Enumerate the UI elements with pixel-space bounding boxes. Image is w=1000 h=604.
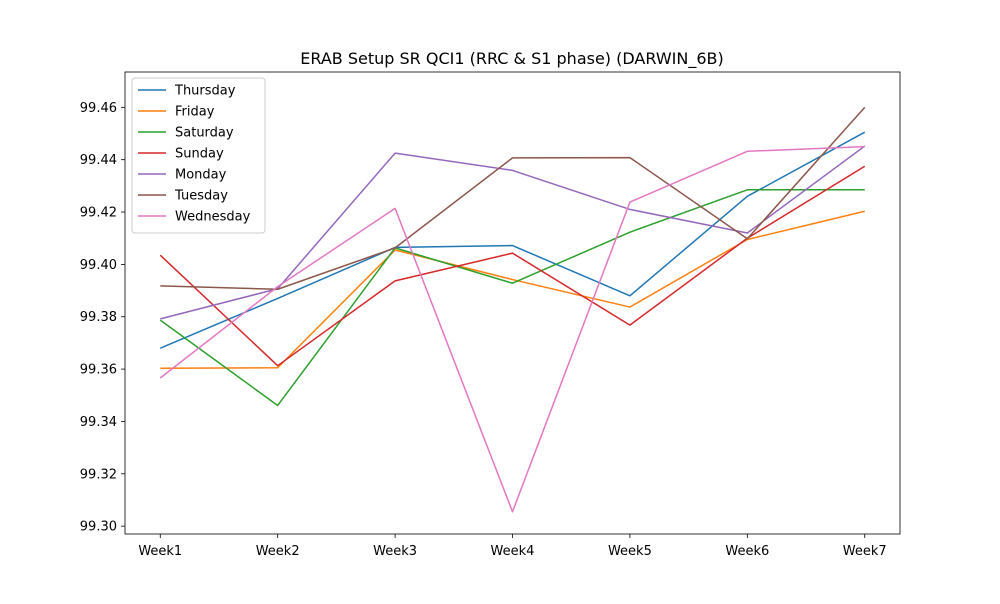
x-tick-label: Week3 — [373, 544, 417, 559]
y-tick-label: 99.40 — [80, 258, 117, 273]
axes: Week1 Week2 Week3 Week4 Week5 Week6 Week7 99.30… — [80, 71, 901, 559]
plot-area — [159, 106, 866, 513]
series-line-friday — [160, 210, 865, 370]
legend-label-wednesday: Wednesday — [175, 210, 251, 225]
y-tick-label: 99.34 — [80, 415, 117, 430]
y-tick-label: 99.44 — [80, 153, 117, 168]
x-tick-label: Week5 — [608, 544, 652, 559]
series-line-thursday — [159, 131, 866, 349]
legend-label-tuesday: Tuesday — [174, 189, 228, 204]
x-tick-label: Week6 — [725, 544, 769, 559]
series-line-wednesday — [159, 145, 865, 513]
y-tick-label: 99.30 — [80, 520, 117, 535]
series-line-tuesday — [160, 106, 866, 291]
x-tick-label: Week2 — [256, 544, 300, 559]
y-tick-label: 99.32 — [80, 467, 117, 482]
y-tick-label: 99.42 — [80, 206, 117, 221]
x-tick-label: Week4 — [491, 544, 535, 559]
legend: Thursday Friday Saturday Sunday Monday Tuesda… — [131, 77, 266, 234]
series-line-monday — [160, 145, 866, 320]
x-tick-label: Week1 — [138, 544, 182, 559]
series-line-sunday — [159, 165, 866, 367]
legend-label-thursday: Thursday — [174, 84, 236, 99]
legend-label-friday: Friday — [175, 105, 215, 120]
series-line-saturday — [159, 189, 865, 407]
legend-label-sunday: Sunday — [175, 147, 224, 162]
x-tick-label: Week7 — [843, 544, 887, 559]
y-tick-label: 99.36 — [80, 363, 117, 378]
y-tick-label: 99.38 — [80, 310, 117, 325]
legend-label-saturday: Saturday — [175, 126, 234, 141]
chart-title: ERAB Setup SR QCI1 (RRC & S1 phase) (DAR… — [300, 49, 723, 69]
y-tick-label: 99.46 — [80, 101, 117, 116]
legend-label-monday: Monday — [175, 168, 227, 183]
